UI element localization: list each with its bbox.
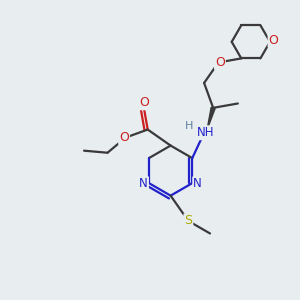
Text: O: O [215, 56, 225, 69]
Text: NH: NH [197, 126, 214, 139]
Polygon shape [207, 107, 215, 130]
Text: S: S [184, 214, 192, 227]
Text: H: H [184, 121, 193, 131]
Text: O: O [119, 131, 129, 144]
Text: N: N [193, 177, 202, 190]
Text: N: N [139, 177, 148, 190]
Text: O: O [268, 34, 278, 47]
Text: O: O [139, 96, 149, 109]
